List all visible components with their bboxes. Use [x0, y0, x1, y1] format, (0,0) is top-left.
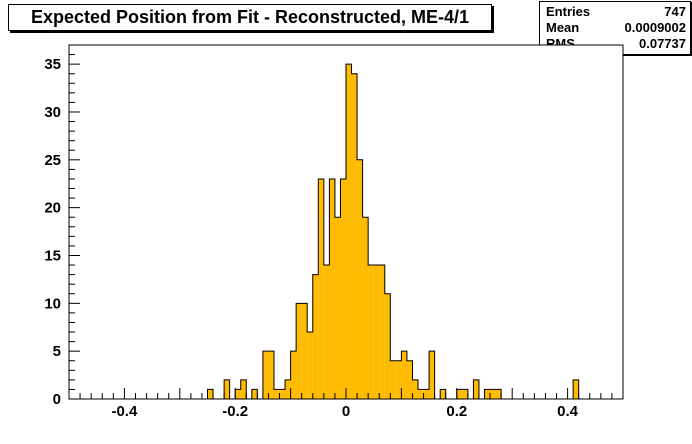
stats-value-rms: 0.07737 [639, 36, 686, 51]
histogram-bin [329, 178, 335, 399]
histogram-bin [240, 379, 247, 399]
histogram-bin [373, 265, 380, 399]
histogram-bin [323, 265, 330, 399]
histogram-bin [429, 351, 435, 399]
histogram-bin [401, 351, 407, 399]
histogram-bin [490, 389, 496, 399]
histogram-bin [395, 360, 402, 399]
histogram-bin [273, 389, 280, 399]
histogram-bin [312, 274, 319, 399]
histogram-bin [268, 351, 274, 399]
histogram-bin [423, 389, 430, 399]
histogram-outline [207, 63, 580, 399]
histogram-bin [235, 389, 241, 399]
histogram-bin [318, 178, 324, 399]
stats-value-entries: 747 [664, 4, 686, 19]
plot-frame [68, 44, 624, 400]
histogram-bin [406, 360, 413, 399]
histogram-bin [495, 389, 502, 399]
histogram-bin [285, 379, 291, 399]
histogram-bin [351, 73, 358, 399]
plot-area [69, 45, 623, 399]
stats-label-mean: Mean [546, 20, 580, 35]
histogram-bin [484, 389, 491, 399]
histogram-bin [262, 351, 269, 399]
histogram-bin [440, 389, 446, 399]
histogram-bin [456, 389, 463, 399]
stats-label-entries: Entries [546, 4, 591, 19]
x-tick-label: -0.2 [222, 403, 248, 420]
histogram-bin [296, 303, 302, 399]
histogram-bin [384, 293, 391, 399]
y-tick-label: 20 [44, 200, 61, 217]
stats-row-mean: Mean 0.0009002 [546, 20, 686, 36]
histogram-bin [346, 64, 352, 399]
x-tick-label: 0.4 [557, 403, 579, 420]
histogram-bin [301, 303, 308, 399]
x-tick-label: 0.2 [446, 403, 467, 420]
stats-label-rms: RMS [546, 36, 575, 51]
histogram-bin [390, 360, 396, 399]
histogram-bin [340, 178, 346, 399]
y-tick-label: 35 [44, 56, 61, 73]
stats-box: Entries 747 Mean 0.0009002 RMS 0.07737 [539, 1, 691, 55]
histogram-bin [462, 389, 468, 399]
histogram-bin [224, 379, 230, 399]
histogram-bin [357, 159, 363, 399]
chart-title: Expected Position from Fit - Reconstruct… [8, 4, 492, 31]
histogram-bin [279, 389, 286, 399]
histogram-bin [290, 351, 297, 399]
x-tick-label: 0 [342, 403, 350, 420]
histogram-bin [307, 332, 313, 399]
stats-row-rms: RMS 0.07737 [546, 36, 686, 52]
histogram-bin [573, 379, 579, 399]
y-tick-label: 10 [44, 295, 61, 312]
histogram-bin [362, 217, 369, 399]
histogram-bin [418, 389, 424, 399]
histogram-bin [251, 389, 258, 399]
histogram-bin [412, 379, 419, 399]
y-tick-label: 0 [53, 391, 61, 408]
stats-row-entries: Entries 747 [546, 4, 686, 20]
histogram-bin [368, 265, 374, 399]
y-tick-label: 15 [44, 247, 61, 264]
histogram-bin [379, 265, 385, 399]
histogram-bin [473, 379, 479, 399]
x-tick-label: -0.4 [111, 403, 138, 420]
y-tick-label: 30 [44, 104, 61, 121]
y-tick-label: 25 [44, 152, 61, 169]
stats-value-mean: 0.0009002 [624, 20, 686, 35]
y-tick-label: 5 [53, 343, 61, 360]
histogram-bin [334, 217, 341, 399]
histogram-bin [207, 389, 214, 399]
